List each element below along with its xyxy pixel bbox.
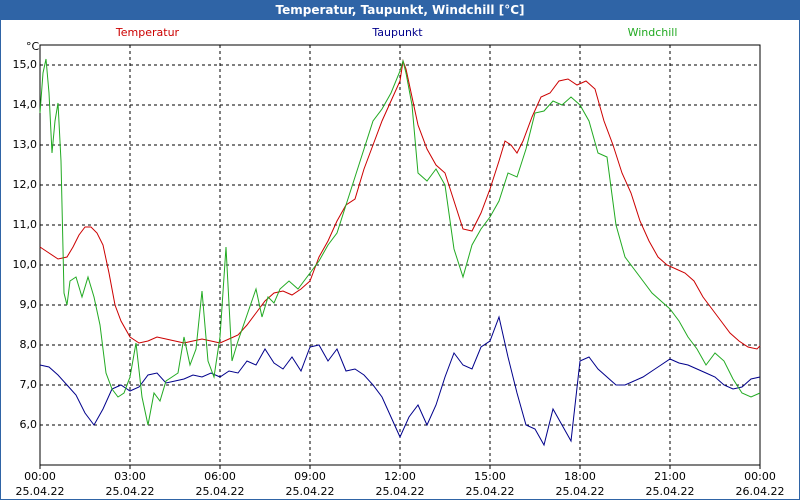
y-tick-label: 7,0	[19, 378, 38, 391]
x-tick-time: 00:00	[744, 470, 776, 483]
series-layer	[39, 58, 761, 447]
x-tick-label: 21:00 25.04.22	[640, 469, 700, 499]
x-tick-time: 06:00	[204, 470, 236, 483]
y-tick-label: 12,0	[12, 178, 38, 191]
x-tick-date: 25.04.22	[375, 485, 425, 498]
x-tick-time: 18:00	[564, 470, 596, 483]
x-tick-time: 09:00	[294, 470, 326, 483]
x-tick-label: 03:00 25.04.22	[100, 469, 160, 499]
x-tick-date: 25.04.22	[645, 485, 695, 498]
y-tick-label: 6,0	[19, 418, 38, 431]
grid-lines	[39, 45, 761, 469]
x-tick-date: 25.04.22	[105, 485, 155, 498]
x-tick-date: 25.04.22	[555, 485, 605, 498]
series-line-taupunkt	[39, 315, 761, 447]
x-tick-label: 00:00 25.04.22	[10, 469, 70, 499]
x-tick-date: 26.04.22	[735, 485, 785, 498]
series-line-temperatur	[39, 59, 761, 350]
y-tick-label: 13,0	[12, 138, 38, 151]
y-tick-label: 11,0	[12, 218, 38, 231]
x-tick-date: 25.04.22	[285, 485, 335, 498]
x-tick-label: 15:00 25.04.22	[460, 469, 520, 499]
x-tick-date: 25.04.22	[465, 485, 515, 498]
x-tick-date: 25.04.22	[195, 485, 245, 498]
x-tick-label: 18:00 25.04.22	[550, 469, 610, 499]
y-tick-label: 15,0	[12, 58, 38, 71]
x-tick-date: 25.04.22	[15, 485, 65, 498]
legend-temperatur: Temperatur	[115, 26, 180, 39]
y-axis-unit: °C	[26, 40, 40, 53]
x-tick-time: 03:00	[114, 470, 146, 483]
y-tick-label: 9,0	[19, 298, 38, 311]
series-line-windchill	[39, 58, 761, 426]
x-tick-label: 00:00 26.04.22	[730, 469, 790, 499]
x-tick-time: 15:00	[474, 470, 506, 483]
y-tick-label: 14,0	[12, 98, 38, 111]
y-tick-label: 10,0	[12, 258, 38, 271]
x-tick-label: 09:00 25.04.22	[280, 469, 340, 499]
x-tick-time: 12:00	[384, 470, 416, 483]
y-tick-label: 8,0	[19, 338, 38, 351]
x-tick-label: 06:00 25.04.22	[190, 469, 250, 499]
x-tick-time: 00:00	[24, 470, 56, 483]
x-tick-label: 12:00 25.04.22	[370, 469, 430, 499]
x-tick-time: 21:00	[654, 470, 686, 483]
legend-windchill: Windchill	[627, 26, 678, 39]
legend-taupunkt: Taupunkt	[372, 26, 423, 39]
window-title: Temperatur, Taupunkt, Windchill [°C]	[0, 0, 800, 20]
